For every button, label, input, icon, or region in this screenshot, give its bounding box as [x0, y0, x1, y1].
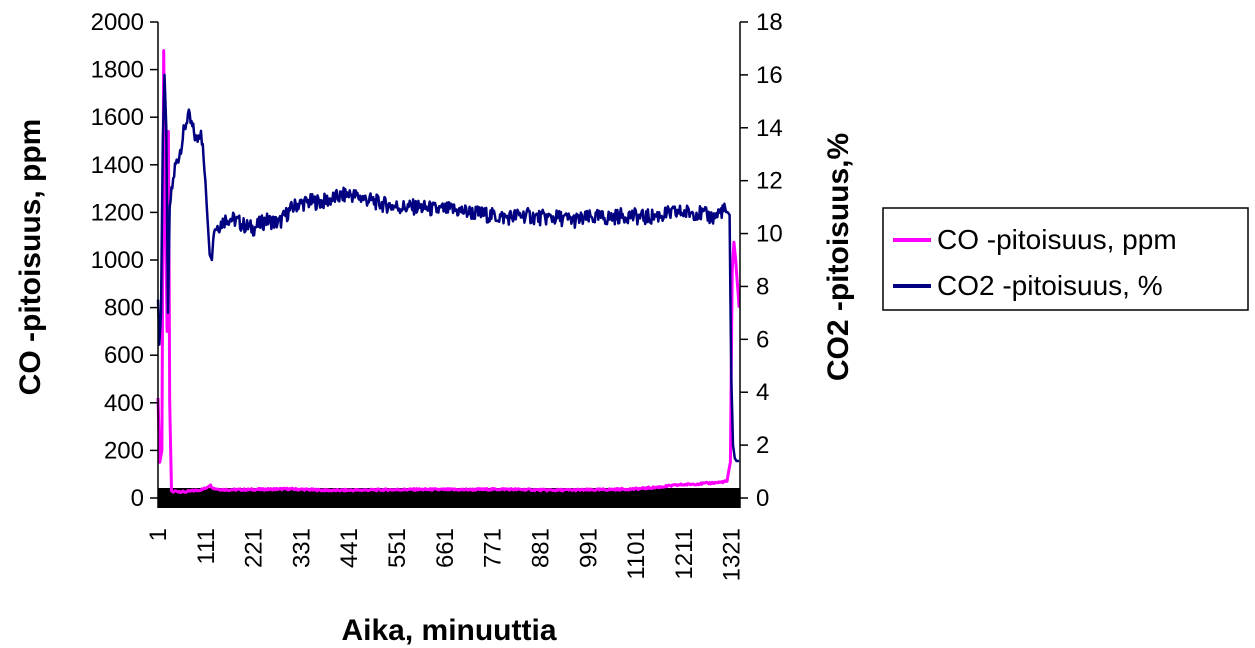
- x-tick-label: 111: [193, 528, 220, 564]
- y-right-tick-label: 8: [756, 273, 769, 300]
- y-right-tick-label: 6: [756, 326, 769, 353]
- x-tick-label: 1321: [719, 528, 746, 581]
- x-tick-label: 441: [336, 528, 363, 568]
- y-left-tick-label: 1600: [91, 104, 144, 131]
- y-left-tick-label: 600: [104, 342, 144, 369]
- y-right-tick-label: 14: [756, 115, 783, 142]
- y-left-tick-label: 200: [104, 437, 144, 464]
- y-right-tick-label: 4: [756, 379, 769, 406]
- y-left-tick-label: 800: [104, 295, 144, 322]
- axes-layer: [150, 21, 748, 508]
- series-line-co2: [156, 73, 740, 463]
- legend: CO -pitoisuus, ppm CO2 -pitoisuus, %: [882, 207, 1249, 311]
- y-left-tick-label: 1000: [91, 247, 144, 274]
- x-tick-label: 1: [145, 528, 172, 541]
- y-right-tick-label: 16: [756, 62, 783, 89]
- y-left-axis-title: CO -pitoisuus, ppm: [14, 119, 47, 396]
- y-right-tick-label: 18: [756, 9, 783, 36]
- x-axis-tick-band: [158, 488, 740, 508]
- x-tick-label: 221: [241, 528, 268, 568]
- x-tick-label: 1101: [623, 528, 650, 580]
- x-tick-label: 991: [575, 528, 602, 568]
- y-right-tick-label: 2: [756, 432, 769, 459]
- y-left-tick-label: 0: [131, 485, 144, 512]
- y-left-tick-label: 1400: [91, 152, 144, 179]
- legend-box: [882, 207, 1249, 311]
- x-axis-title: Aika, minuuttia: [341, 614, 556, 647]
- y-right-tick-label: 10: [756, 221, 783, 248]
- x-tick-label: 661: [432, 528, 459, 568]
- y-left-tick-label: 2000: [91, 9, 144, 36]
- plot-area: [158, 488, 740, 508]
- y-right-axis-title: CO2 -pitoisuus,%: [822, 133, 855, 381]
- legend-label-co: CO -pitoisuus, ppm: [937, 224, 1177, 255]
- legend-label-co2: CO2 -pitoisuus, %: [937, 270, 1163, 301]
- tick-labels: 0 200 400 600 800 1000 1200 1400 1600 1800 2000 0 2 4…: [91, 9, 783, 581]
- x-tick-label: 1211: [671, 528, 698, 580]
- y-left-tick-label: 1200: [91, 199, 144, 226]
- y-left-tick-label: 400: [104, 390, 144, 417]
- x-tick-label: 331: [288, 528, 315, 568]
- x-tick-label: 771: [480, 528, 507, 568]
- x-tick-label: 551: [384, 528, 411, 568]
- y-right-tick-label: 0: [756, 485, 769, 512]
- y-right-tick-label: 12: [756, 168, 783, 195]
- x-tick-label: 881: [527, 528, 554, 568]
- y-left-tick-label: 1800: [91, 57, 144, 84]
- series-line-co: [156, 49, 741, 494]
- series-layer: [156, 49, 741, 494]
